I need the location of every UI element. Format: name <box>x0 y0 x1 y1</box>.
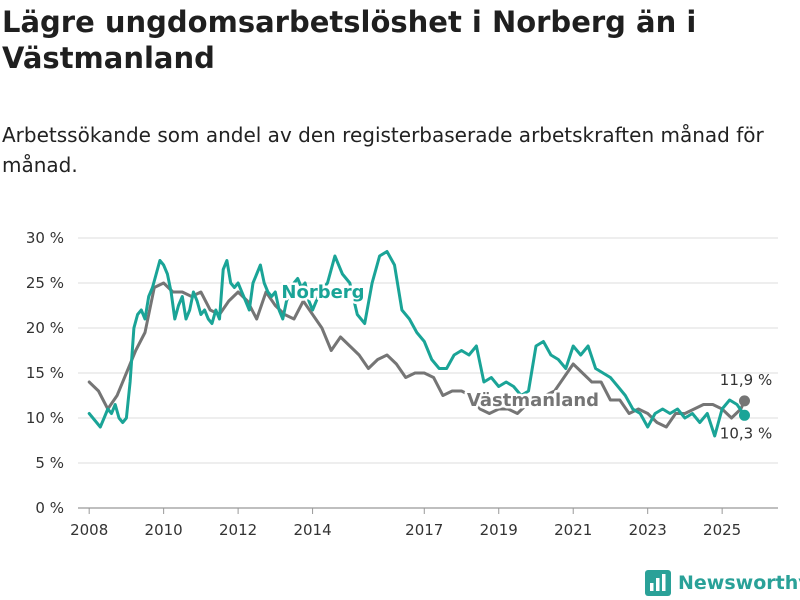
y-tick-label: 0 % <box>35 499 64 517</box>
x-axis-ticks: 2008 2010 2012 2014 2017 2019 2021 2023 2025 <box>70 508 741 539</box>
y-tick-label: 10 % <box>26 409 64 427</box>
x-tick-label: 2008 <box>70 521 108 539</box>
y-tick-label: 30 % <box>26 229 64 247</box>
x-tick-label: 2012 <box>219 521 257 539</box>
grid-lines <box>78 237 778 509</box>
series-labels: 11,9 % 10,3 % Norberg Västmanland <box>279 280 772 443</box>
chart-title: Lägre ungdomsarbetslöshet i Norberg än i… <box>2 5 697 75</box>
y-axis-tick-labels: 0 % 5 % 10 % 15 % 20 % 25 % 30 % <box>26 229 64 517</box>
newsworthy-logo: Newsworthy <box>645 568 800 598</box>
x-tick-label: 2023 <box>629 521 667 539</box>
series-line-vstmanland <box>87 281 746 429</box>
x-tick-label: 2025 <box>703 521 741 539</box>
end-value-label-norberg: 10,3 % <box>720 424 772 442</box>
series-lines <box>87 250 750 438</box>
x-tick-label: 2019 <box>480 521 518 539</box>
end-point-norberg <box>738 409 750 421</box>
series-line-norberg <box>87 250 746 438</box>
y-tick-label: 15 % <box>26 364 64 382</box>
x-tick-label: 2021 <box>554 521 592 539</box>
chart-subtitle: Arbetssökande som andel av den registerb… <box>2 123 764 177</box>
end-value-label-vastmanland: 11,9 % <box>720 371 772 389</box>
x-tick-label: 2010 <box>145 521 183 539</box>
y-tick-label: 25 % <box>26 274 64 292</box>
y-tick-label: 20 % <box>26 319 64 337</box>
x-tick-label: 2017 <box>405 521 443 539</box>
bar-chart-logo-icon <box>645 570 671 596</box>
brand-name: Newsworthy <box>678 572 800 594</box>
y-tick-label: 5 % <box>35 454 64 472</box>
x-tick-label: 2014 <box>293 521 331 539</box>
series-label-norberg: Norberg <box>281 282 364 303</box>
series-label-vastmanland: Västmanland <box>467 390 599 411</box>
end-point-vstmanland <box>738 395 750 407</box>
